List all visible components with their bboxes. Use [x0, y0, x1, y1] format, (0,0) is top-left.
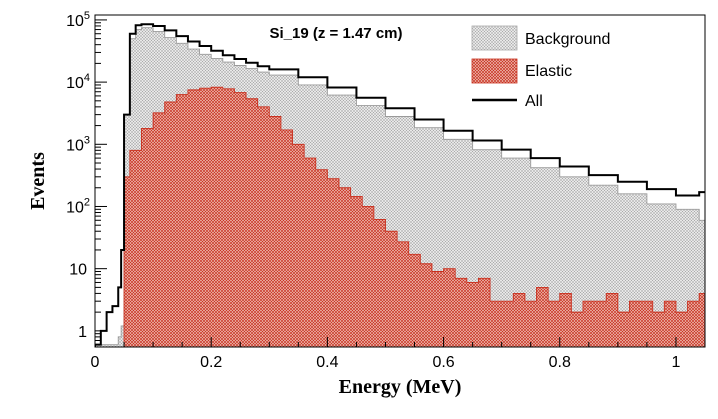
y-tick-label: 102	[66, 196, 90, 216]
legend: Background Elastic All	[471, 25, 610, 110]
y-tick-label: 1	[78, 324, 87, 341]
legend-label-elastic: Elastic	[525, 63, 572, 80]
x-tick-label: 0.8	[549, 354, 571, 371]
x-tick-label: 0	[91, 354, 100, 371]
series-layer	[95, 23, 705, 347]
series-all-line	[95, 23, 705, 347]
series-elastic-area	[123, 86, 705, 347]
legend-label-background: Background	[525, 31, 610, 48]
x-axis-label: Energy (MeV)	[339, 376, 462, 398]
x-tick-label: 0.6	[432, 354, 454, 371]
x-tick-label: 1	[671, 354, 680, 371]
y-tick-label: 103	[66, 134, 90, 154]
legend-item-elastic: Elastic	[471, 58, 572, 84]
legend-swatch-elastic	[471, 58, 518, 84]
legend-item-background: Background	[471, 25, 610, 51]
legend-item-all: All	[472, 93, 543, 110]
x-axis: 0 0.2 0.4 0.6 0.8 1	[91, 337, 706, 371]
x-tick-label: 0.4	[316, 354, 338, 371]
legend-swatch-background	[471, 25, 518, 51]
y-tick-label: 104	[66, 72, 90, 92]
plot-frame	[94, 14, 706, 348]
y-tick-label: 105	[66, 10, 90, 30]
chart-title: Si_19 (z = 1.47 cm)	[270, 25, 403, 42]
y-axis-label: Events	[27, 152, 49, 210]
y-axis: 1 10 102 103 104 105	[66, 10, 107, 346]
x-tick-label: 0.2	[200, 354, 222, 371]
y-tick-label: 10	[69, 262, 87, 279]
legend-label-all: All	[525, 93, 543, 110]
